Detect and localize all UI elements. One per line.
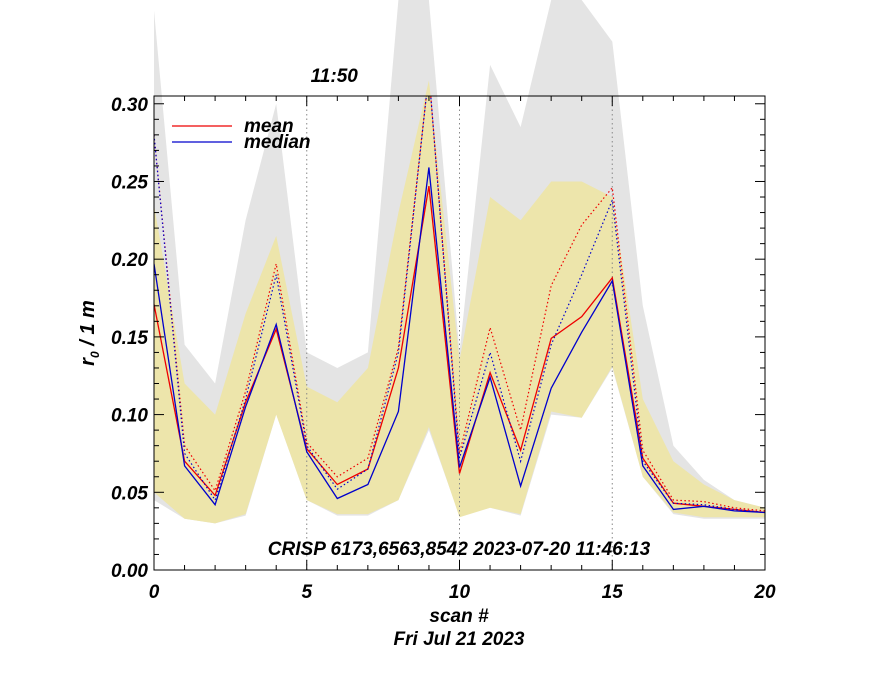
y-axis-symbol: r xyxy=(77,357,99,366)
x-tick-label: 0 xyxy=(149,582,160,603)
y-tick-label: 0.10 xyxy=(111,406,148,427)
x-tick-label: 20 xyxy=(753,582,776,603)
axis-margin xyxy=(0,570,880,680)
y-tick-label: 0.30 xyxy=(111,95,148,116)
legend-label-median: median xyxy=(244,132,311,153)
median-solid-line xyxy=(154,167,765,514)
y-tick-label: 0.20 xyxy=(111,250,148,271)
y-tick-label: 0.25 xyxy=(111,172,148,193)
series-3-dotted-line xyxy=(154,96,765,514)
y-axis-unit: / 1 m xyxy=(77,300,99,351)
date-label: Fri Jul 21 2023 xyxy=(394,629,525,650)
y-tick-label: 0.00 xyxy=(111,561,148,582)
y-axis-label: r0 / 1 m xyxy=(77,300,102,366)
y-tick-label: 0.05 xyxy=(111,483,148,504)
instrument-annotation: CRISP 6173,6563,8542 2023-07-20 11:46:13 xyxy=(268,539,651,560)
x-tick-label: 10 xyxy=(449,582,471,603)
band-inner xyxy=(154,80,765,524)
series-lines xyxy=(154,96,765,514)
x-axis-label: scan # xyxy=(429,606,489,627)
axis-ticks: 0 5 10 15 20 0.00 0.05 0.10 0.15 0.20 0.25 0.30 xyxy=(111,95,776,603)
x-tick-label: 5 xyxy=(301,582,312,603)
legend-label-mean: mean xyxy=(244,116,294,137)
x-tick-label: 15 xyxy=(602,582,624,603)
y-tick-label: 0.15 xyxy=(111,328,148,349)
y-axis-subscript: 0 xyxy=(88,351,102,358)
top-time-label: 11:50 xyxy=(311,66,359,87)
